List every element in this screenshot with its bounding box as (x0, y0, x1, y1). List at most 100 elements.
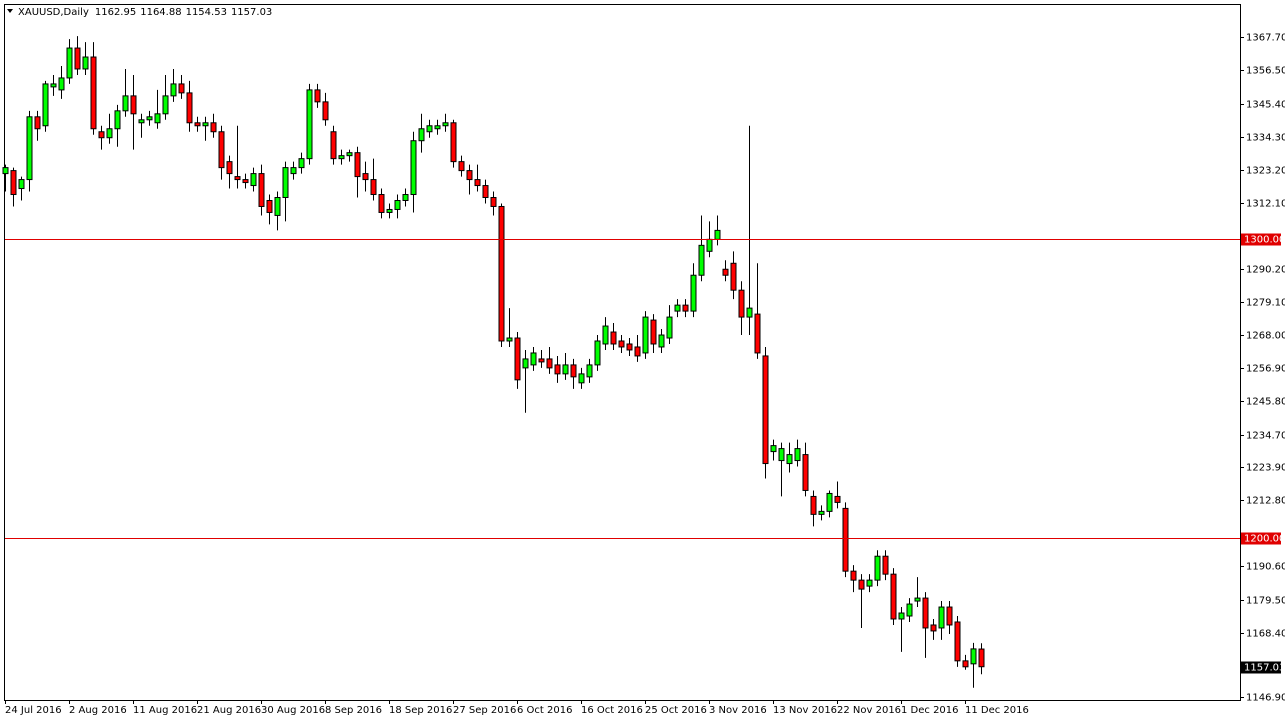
candle-body (138, 119, 145, 124)
x-tick-label: 13 Nov 2016 (773, 705, 837, 716)
candle-body (90, 56, 97, 130)
candle-body (666, 316, 673, 339)
level-label-box (1241, 532, 1281, 545)
candle-body (938, 606, 945, 629)
candle-body (258, 173, 265, 207)
candle-body (978, 648, 985, 668)
y-tick-label: 1146.90 (1246, 693, 1285, 704)
candle-body (74, 47, 81, 70)
candle-body (290, 167, 297, 175)
candle-body (634, 346, 641, 357)
candle-body (730, 262, 737, 291)
x-tick-label: 25 Oct 2016 (645, 705, 707, 716)
candle-body (802, 454, 809, 491)
candle-body (786, 454, 793, 465)
level-label: 1300.00 (1244, 235, 1285, 246)
candle-body (794, 448, 801, 462)
candle-body (754, 313, 761, 354)
candle-body (778, 448, 785, 462)
candle-body (578, 373, 585, 384)
candle-body (810, 495, 817, 515)
candle-body (818, 510, 825, 515)
candle-body (154, 113, 161, 124)
candle-body (226, 161, 233, 175)
candle-body (482, 185, 489, 199)
candle-body (554, 364, 561, 375)
candle-body (34, 116, 41, 130)
candle-body (386, 208, 393, 213)
candle-body (338, 155, 345, 160)
candle-body (50, 83, 57, 88)
candle-body (962, 660, 969, 668)
candle-body (242, 179, 249, 184)
candle-body (874, 555, 881, 581)
price-label: 1157.03 (1244, 663, 1285, 674)
candle-body (418, 128, 425, 142)
candle-body (762, 355, 769, 465)
y-tick-label: 1323.20 (1246, 166, 1285, 177)
x-tick-label: 6 Oct 2016 (517, 705, 572, 716)
candle-body (130, 95, 137, 115)
header-low: 1154.53 (186, 7, 227, 18)
level-label: 1200.00 (1244, 534, 1285, 545)
candle-body (378, 194, 385, 213)
candle-body (514, 337, 521, 381)
header-close: 1157.03 (231, 7, 272, 18)
candle-body (834, 495, 841, 503)
x-tick-label: 27 Sep 2016 (453, 705, 516, 716)
x-tick-label: 2 Aug 2016 (69, 705, 127, 716)
candle-body (170, 83, 177, 97)
candle-body (426, 125, 433, 133)
chart-header: XAUUSD,Daily 1162.95 1164.88 1154.53 1157.03 (18, 7, 272, 18)
candle-body (162, 95, 169, 115)
candle-body (458, 161, 465, 172)
candle-body (522, 358, 529, 369)
candle-body (698, 244, 705, 276)
y-tick-label: 1268.00 (1246, 331, 1285, 342)
candle-body (506, 337, 513, 342)
candle-body (346, 152, 353, 157)
x-tick-label: 11 Aug 2016 (133, 705, 197, 716)
candle-body (658, 334, 665, 348)
candle-body (770, 445, 777, 453)
candle-body (314, 89, 321, 103)
candle-body (474, 179, 481, 187)
candle-body (178, 83, 185, 94)
candle-body (298, 158, 305, 169)
candle-body (562, 364, 569, 375)
candle-body (58, 77, 65, 91)
candle-body (850, 570, 857, 581)
candle-body (570, 364, 577, 378)
candle-body (738, 289, 745, 318)
candle-body (146, 116, 153, 121)
x-tick-label: 1 Dec 2016 (901, 705, 959, 716)
candle-body (306, 89, 313, 160)
candle-body (370, 179, 377, 196)
candle-body (394, 199, 401, 210)
candle-body (954, 621, 961, 662)
candle-body (10, 170, 17, 196)
candle-body (594, 340, 601, 366)
y-tick-label: 1279.10 (1246, 298, 1285, 309)
candle-body (250, 173, 257, 187)
candle-body (858, 579, 865, 590)
y-tick-label: 1256.90 (1246, 364, 1285, 375)
y-tick-label: 1190.60 (1246, 562, 1285, 573)
candle-body (866, 579, 873, 587)
y-tick-label: 1223.90 (1246, 463, 1285, 474)
candle-body (650, 319, 657, 345)
candle-body (626, 343, 633, 351)
menu-arrow[interactable] (7, 9, 13, 13)
candle-body (714, 229, 721, 240)
candle-body (186, 92, 193, 124)
candle-body (66, 47, 73, 79)
y-tick-label: 1345.40 (1246, 100, 1285, 111)
candle-body (490, 197, 497, 207)
candle-body (2, 167, 9, 175)
candle-body (42, 83, 49, 127)
candle-body (546, 358, 553, 369)
candle-body (282, 167, 289, 199)
y-tick-label: 1334.30 (1246, 133, 1285, 144)
candle-body (906, 603, 913, 617)
